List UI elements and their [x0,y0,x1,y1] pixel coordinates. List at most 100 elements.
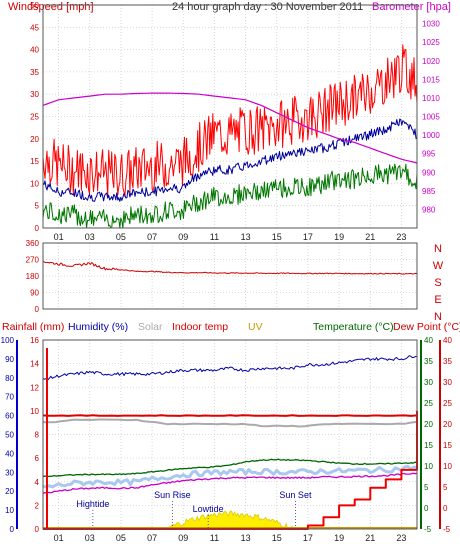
x-tick-label: 07 [147,533,157,543]
x-tick-label: 03 [85,232,95,242]
barometer-y-tick: 1030 [422,20,440,29]
wind-y-tick: 0 [35,224,40,233]
dew-point-y-tick: 20 [443,420,452,429]
wind-y-tick: 35 [30,68,39,77]
rain-y-tick: 4 [35,478,40,487]
wind-y-tick: 40 [30,46,39,55]
direction-panel-frame [42,242,418,310]
dew-point-y-tick: -5 [443,525,451,534]
barometer-y-ticks: 980 985 990 995 1000 1005 1010 1015 1020 1025 1030 [422,20,440,215]
dew-point-y-tick: 35 [443,357,452,366]
wind-y-tick: 10 [30,179,39,188]
barometer-y-tick: 1015 [422,75,440,84]
compass-label: S [434,277,441,289]
climate-legend: Rainfall (mm) Humidity (%) Solar Indoor tem… [2,321,460,333]
x-tick-label: 07 [147,232,157,242]
annotation-label: Hightide [76,499,109,509]
direction-series [42,260,418,275]
humidity-y-tick: 30 [5,468,14,477]
wind-y-tick: 20 [30,135,39,144]
barometer-y-tick: 990 [422,168,436,177]
legend-label: Temperature (°C) [313,321,394,333]
humidity-y-tick: 50 [5,431,14,440]
direction-y-tick: 0 [35,305,40,314]
x-tick-label: 13 [241,533,251,543]
x-tick-label: 21 [365,232,375,242]
x-tick-label: 17 [303,232,313,242]
barometer-line [42,92,418,164]
rain-y-tick: 10 [30,407,39,416]
temperature-y-tick: 10 [424,462,433,471]
x-tick-label: 23 [396,533,406,543]
x-tick-label: 19 [334,533,344,543]
rain-y-tick: 8 [35,431,40,440]
temperature-y-tick: -5 [424,525,432,534]
direction-y-tick: 360 [26,239,40,248]
chart-title: 24 hour graph day : 30 November 2011 [172,1,363,13]
dew-point-y-tick: 0 [443,504,448,513]
wind-y-tick: 45 [30,23,39,32]
barometer-y-tick: 980 [422,205,436,214]
dew-point-y-tick: 15 [443,441,452,450]
x-tick-label: 17 [303,533,313,543]
barometer-y-tick: 985 [422,187,436,196]
legend-label: Indoor temp [172,321,228,333]
direction-y-ticks: 0 90 180 270 360 [26,239,40,314]
windspeed-gust-line [42,44,418,197]
x-tick-label: 01 [54,232,64,242]
windspeed-low-line [42,163,418,229]
barometer-y-tick: 1010 [422,94,440,103]
x-tick-label: 15 [272,232,282,242]
x-tick-label: 09 [178,232,188,242]
x-tick-label: 03 [85,533,95,543]
temperature-line [42,458,418,478]
x-tick-label: 21 [365,533,375,543]
annotation-label: Sun Set [279,490,312,500]
wind-y-tick: 15 [30,157,39,166]
temperature-y-tick: 25 [424,399,433,408]
dew-point-y-tick: 10 [443,462,452,471]
x-tick-label: 01 [54,533,64,543]
legend-label: Humidity (%) [68,321,128,333]
x-tick-label: 11 [210,533,219,543]
windspeed-avg-line [42,118,418,202]
rain-y-tick: 2 [35,501,40,510]
temperature-y-tick: 0 [424,504,429,513]
humidity-band-line [42,464,418,489]
compass-label: N [434,311,442,323]
annotation-label: Sun Rise [154,490,191,500]
legend-label: Dew Point (°C) [393,321,460,333]
wind-panel-frame [42,4,418,229]
annotation-label: Lowtide [193,504,224,514]
temperature-y-tick: 15 [424,441,433,450]
x-tick-label: 11 [210,232,219,242]
wind-series [42,44,418,229]
direction-y-tick: 270 [26,256,40,265]
humidity-y-tick: 40 [5,449,14,458]
humidity-y-tick: 100 [1,336,15,345]
dew-point-y-tick: 5 [443,483,448,492]
humidity-y-tick: 80 [5,374,14,383]
dew-point-y-tick: 40 [443,336,452,345]
legend-label: UV [248,321,263,333]
x-tick-label: 05 [116,533,126,543]
temperature-y-tick: 20 [424,420,433,429]
legend-label: Rainfall (mm) [2,321,64,333]
compass-label: E [434,294,441,306]
compass-label: N [434,243,442,255]
rain-y-tick: 0 [35,525,40,534]
rain-y-tick: 16 [30,336,39,345]
legend-label: Solar [138,321,163,333]
rain-y-tick: 14 [30,360,39,369]
direction-y-tick: 180 [26,272,40,281]
humidity-y-tick: 0 [10,525,15,534]
wind-y-ticks: 0 5 10 15 20 25 30 35 40 45 50 [30,1,39,233]
compass-label: W [433,260,444,272]
x-tick-label: 23 [396,232,406,242]
wind-y-tick: 25 [30,113,39,122]
direction-y-tick: 90 [30,289,39,298]
x-tick-label: 13 [241,232,251,242]
